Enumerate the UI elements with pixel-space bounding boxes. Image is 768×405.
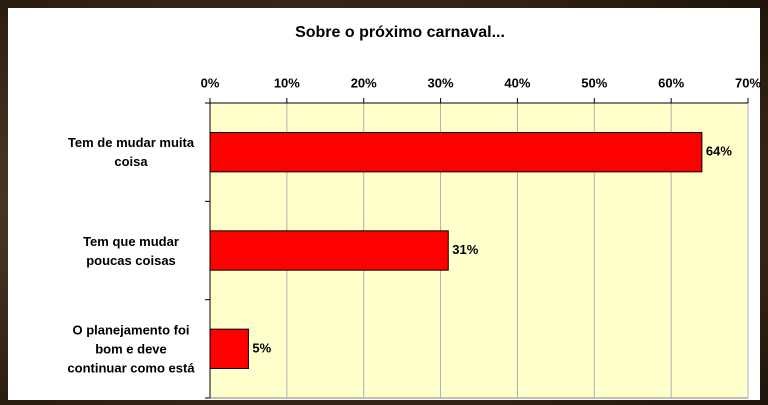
x-tick-label: 40%	[504, 75, 530, 90]
y-tick-label: Tem que mudar poucas coisas	[83, 233, 179, 268]
chart-title: Sobre o próximo carnaval...	[295, 24, 505, 41]
bar	[209, 230, 449, 271]
data-label: 64%	[706, 144, 732, 159]
bar	[209, 132, 703, 173]
x-tick-label: 10%	[274, 75, 300, 90]
x-tick-label: 30%	[428, 75, 454, 90]
bar	[209, 328, 249, 369]
x-tick-label: 50%	[581, 75, 607, 90]
y-tick-label: O planejamento foi bom e deve continuar …	[67, 322, 195, 376]
x-tick-label: 70%	[735, 75, 761, 90]
x-tick-label: 20%	[351, 75, 377, 90]
data-label: 5%	[252, 340, 271, 355]
x-tick-label: 60%	[658, 75, 684, 90]
x-tick-label: 0%	[201, 75, 220, 90]
y-tick-label: Tem de mudar muita coisa	[67, 135, 195, 170]
data-label: 31%	[452, 242, 478, 257]
